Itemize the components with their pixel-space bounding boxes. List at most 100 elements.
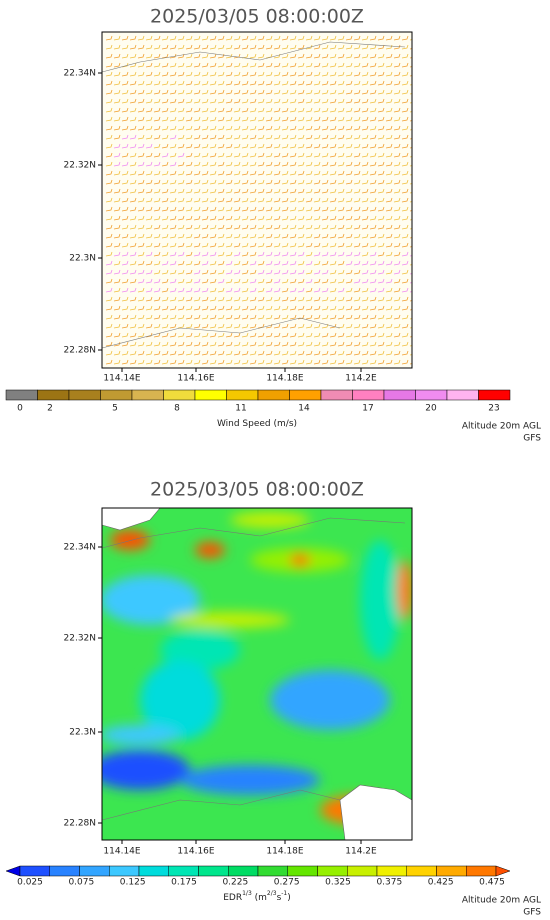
wind-barb xyxy=(225,80,233,86)
wind-barb xyxy=(257,143,265,149)
wind-barb xyxy=(217,179,225,185)
wind-barb xyxy=(385,278,393,284)
wind-barb xyxy=(113,179,121,185)
wind-barb xyxy=(161,260,169,266)
wind-barb xyxy=(273,251,281,257)
wind-barb xyxy=(369,89,377,95)
wind-barb xyxy=(209,278,217,284)
wind-barb xyxy=(121,116,129,122)
wind-barb xyxy=(225,332,233,338)
wind-barb xyxy=(353,215,361,221)
wind-barb xyxy=(273,161,281,167)
wind-barb xyxy=(177,134,185,140)
wind-barb xyxy=(281,179,289,185)
wind-barb xyxy=(249,143,257,149)
wind-barb xyxy=(305,107,313,113)
wind-barb xyxy=(209,98,217,104)
wind-barb xyxy=(217,332,225,338)
wind-barb xyxy=(161,116,169,122)
field-patch xyxy=(140,660,220,740)
wind-barb xyxy=(113,143,121,149)
wind-barb xyxy=(369,170,377,176)
wind-barb xyxy=(137,53,145,59)
wind-barb xyxy=(105,89,113,95)
wind-barb xyxy=(169,215,177,221)
wind-barb xyxy=(225,152,233,158)
wind-barb xyxy=(217,269,225,275)
wind-barb xyxy=(345,134,353,140)
wind-barb xyxy=(137,125,145,131)
wind-barb xyxy=(257,296,265,302)
wind-barb xyxy=(241,35,249,41)
wind-barb xyxy=(329,170,337,176)
wind-barb xyxy=(337,107,345,113)
wind-barb xyxy=(209,80,217,86)
wind-barb xyxy=(377,116,385,122)
wind-barb xyxy=(121,89,129,95)
wind-barb xyxy=(233,233,241,239)
wind-barb xyxy=(137,314,145,320)
wind-barb xyxy=(337,350,345,356)
wind-barb xyxy=(217,152,225,158)
wind-barb xyxy=(177,305,185,311)
wind-barb xyxy=(337,341,345,347)
wind-barb xyxy=(241,341,249,347)
colorbar-label: 0.475 xyxy=(479,878,505,888)
wind-barb xyxy=(345,44,353,50)
wind-barb xyxy=(305,35,313,41)
wind-barb xyxy=(185,332,193,338)
wind-barb xyxy=(361,89,369,95)
colorbar-swatch xyxy=(198,865,229,877)
wind-barb xyxy=(169,323,177,329)
wind-barb xyxy=(265,242,273,248)
wind-barb xyxy=(177,143,185,149)
wind-barb xyxy=(305,170,313,176)
wind-barb xyxy=(241,206,249,212)
wind-barb xyxy=(393,359,401,365)
wind-barb xyxy=(385,233,393,239)
wind-barb xyxy=(161,80,169,86)
wind-barb xyxy=(185,341,193,347)
wind-barb xyxy=(129,62,137,68)
wind-barb xyxy=(169,206,177,212)
wind-barb xyxy=(153,161,161,167)
field-patch xyxy=(102,725,180,745)
wind-barb xyxy=(209,161,217,167)
wind-barb xyxy=(113,359,121,365)
wind-barb xyxy=(329,152,337,158)
wind-barb xyxy=(385,125,393,131)
wind-barb xyxy=(145,260,153,266)
wind-barb xyxy=(281,80,289,86)
coastline xyxy=(102,517,406,549)
wind-barb xyxy=(201,287,209,293)
wind-barb xyxy=(385,53,393,59)
wind-barb xyxy=(273,350,281,356)
wind-barb xyxy=(217,89,225,95)
wind-barb xyxy=(369,350,377,356)
wind-barb xyxy=(177,233,185,239)
wind-barb xyxy=(305,323,313,329)
wind-barb xyxy=(225,143,233,149)
wind-barb xyxy=(281,359,289,365)
wind-barb xyxy=(105,260,113,266)
wind-barb xyxy=(257,260,265,266)
wind-barb xyxy=(249,332,257,338)
wind-barb xyxy=(297,287,305,293)
wind-barb xyxy=(297,233,305,239)
wind-barb xyxy=(145,215,153,221)
wind-barb xyxy=(369,71,377,77)
wind-barb xyxy=(369,44,377,50)
wind-barb xyxy=(337,80,345,86)
wind-barb xyxy=(233,107,241,113)
wind-barb xyxy=(153,89,161,95)
wind-barb xyxy=(185,215,193,221)
wind-barb xyxy=(361,116,369,122)
wind-barb xyxy=(201,44,209,50)
wind-barb xyxy=(369,161,377,167)
land xyxy=(102,508,161,531)
wind-barb xyxy=(193,116,201,122)
wind-barb xyxy=(353,71,361,77)
colorbar-label: 0 xyxy=(17,404,23,414)
wind-barb xyxy=(113,107,121,113)
wind-barb xyxy=(329,305,337,311)
